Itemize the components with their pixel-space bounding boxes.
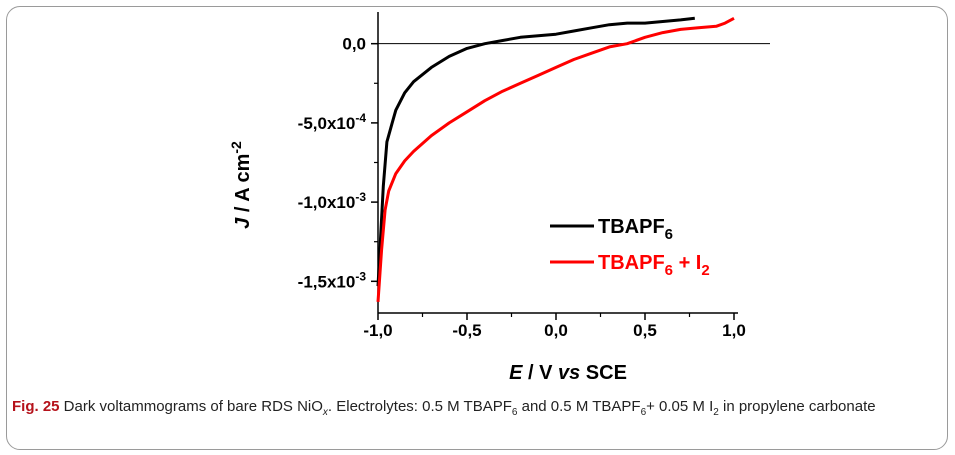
y-axis-title: J / A cm-2 — [228, 141, 254, 229]
legend-label-1: TBAPF6 — [598, 216, 673, 243]
y-tick-label: 0,0 — [342, 35, 366, 54]
figure-label: Fig. 25 — [12, 398, 60, 415]
legend-label-2: TBAPF6 + I2 — [598, 252, 710, 279]
caption-text: Dark voltammograms of bare RDS NiOx. Ele… — [59, 398, 876, 418]
x-tick-label: 0,0 — [544, 321, 568, 340]
y-tick-label: -5,0x10-4 — [298, 111, 367, 133]
x-tick-label: 0,5 — [633, 321, 657, 340]
y-tick-label: -1,0x10-3 — [298, 190, 367, 212]
y-tick-label: -1,5x10-3 — [298, 269, 367, 291]
series-line-2 — [376, 16, 735, 303]
x-tick-label: -0,5 — [452, 321, 481, 340]
x-tick-label: 1,0 — [722, 321, 746, 340]
series-line-1 — [376, 16, 695, 287]
figure-frame — [6, 6, 948, 450]
plot-area: -1,0 -0,5 0,0 0,5 1,0 0,0 -5,0x10-4 -1,0x10-3 -1… — [298, 12, 770, 340]
voltammogram-chart: -1,0 -0,5 0,0 0,5 1,0 0,0 -5,0x10-4 -1,0x10-3 -1… — [228, 12, 770, 384]
x-axis-title: E / V vs SCE — [509, 362, 627, 384]
x-tick-label: -1,0 — [363, 321, 392, 340]
figure-caption: Fig. 25 Dark voltammograms of bare RDS N… — [12, 396, 937, 423]
